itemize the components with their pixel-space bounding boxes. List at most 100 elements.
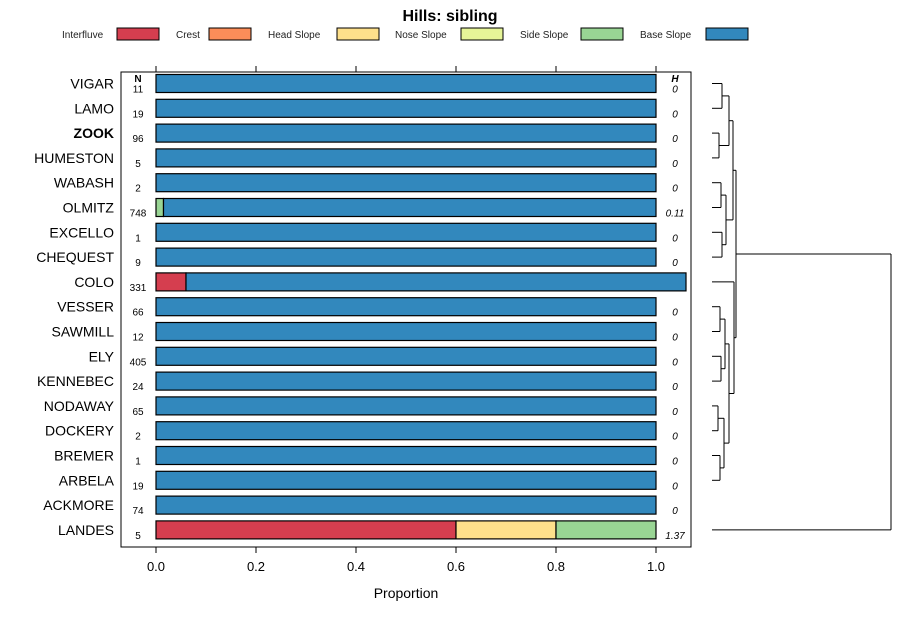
x-tick-label: 0.0: [147, 559, 165, 574]
row-wabash: WABASH 2 0: [54, 173, 678, 195]
row-arbela: ARBELA 19 0: [59, 470, 678, 492]
n-value: 66: [132, 308, 144, 319]
chart-title: Hills: sibling: [402, 8, 497, 25]
bar-segment-base-slope: [155, 98, 657, 118]
bar-segment-base-slope: [155, 247, 657, 267]
x-axis-label: Proportion: [374, 585, 439, 601]
h-value: 0: [672, 333, 678, 344]
h-value: 0: [672, 134, 678, 145]
x-tick-label: 0.4: [347, 559, 365, 574]
row-chequest: CHEQUEST 9 0: [36, 247, 678, 269]
row-nodaway: NODAWAY 65 0: [44, 396, 678, 418]
n-value: 5: [135, 531, 141, 542]
n-value: 11: [133, 85, 144, 96]
row-kennebec: KENNEBEC 24 0: [37, 371, 678, 393]
legend-swatch-side-slope: [580, 27, 624, 41]
legend-label-side-slope: Side Slope: [520, 30, 569, 41]
row-excello: EXCELLO 1 0: [49, 222, 678, 244]
n-value: 9: [135, 258, 141, 269]
category-label: OLMITZ: [63, 200, 115, 216]
n-value: 405: [130, 357, 147, 368]
category-label: DOCKERY: [45, 423, 115, 439]
category-label: LANDES: [58, 522, 114, 538]
x-tick-label: 0.6: [447, 559, 465, 574]
bar-segment-base-slope: [162, 197, 657, 218]
h-value: 0: [672, 357, 678, 368]
x-tick-label: 1.0: [647, 559, 665, 574]
category-label: ZOOK: [74, 125, 114, 141]
bar-segment-base-slope: [155, 321, 657, 342]
legend-label-crest: Crest: [176, 30, 200, 41]
bar-segment-base-slope: [155, 396, 657, 416]
n-value: 2: [135, 432, 141, 443]
h-value: 0: [672, 407, 678, 418]
legend: Interfluve Crest Head Slope Nose Slope Side …: [62, 27, 749, 41]
bar-segment-base-slope: [155, 123, 657, 143]
row-sawmill: SAWMILL 12 0: [52, 321, 678, 344]
category-label: CHEQUEST: [36, 249, 114, 265]
h-value: 0: [672, 506, 678, 517]
h-value: 0: [672, 382, 678, 393]
n-value: 96: [132, 134, 144, 145]
category-label: VESSER: [57, 299, 114, 315]
h-value: 0: [672, 308, 678, 319]
bar-segment-base-slope: [155, 148, 657, 168]
bar-segment-side-slope: [155, 197, 165, 218]
row-ely: ELY 405 0: [89, 346, 678, 368]
row-landes: LANDES 5 1.37: [58, 520, 685, 542]
legend-swatch-head-slope: [336, 27, 380, 41]
row-humeston: HUMESTON 5 0: [34, 148, 678, 170]
n-value: 1: [135, 457, 141, 468]
x-axis: 0.0 0.2 0.4 0.6 0.8 1.0: [147, 66, 665, 574]
h-value: 0: [672, 457, 678, 468]
row-dockery: DOCKERY 2 0: [45, 421, 678, 443]
n-value: 748: [130, 209, 147, 220]
row-ackmore: ACKMORE 74 0: [43, 495, 678, 517]
category-label: HUMESTON: [34, 150, 114, 166]
category-label: LAMO: [74, 100, 114, 116]
bar-segment-base-slope: [155, 470, 657, 490]
category-label: ELY: [89, 348, 115, 364]
h-value: 0: [672, 85, 678, 96]
bar-segment-base-slope: [155, 346, 657, 366]
h-value: 0: [672, 481, 678, 492]
h-value: 0: [672, 233, 678, 244]
bar-segment-head-slope: [455, 520, 557, 540]
bar-segment-base-slope: [155, 222, 657, 242]
n-column-header: N: [134, 74, 141, 85]
n-value: 2: [135, 184, 141, 195]
n-value: 24: [132, 382, 144, 393]
n-value: 19: [132, 481, 144, 492]
category-label: EXCELLO: [49, 224, 114, 240]
n-value: 65: [132, 407, 144, 418]
plot-panel: [120, 71, 692, 548]
category-label: WABASH: [54, 175, 114, 191]
category-label: BREMER: [54, 448, 114, 464]
row-olmitz: OLMITZ 748 0.11: [63, 197, 684, 220]
n-value: 1: [135, 233, 141, 244]
h-value: 0: [672, 184, 678, 195]
category-label: KENNEBEC: [37, 373, 114, 389]
category-label: COLO: [74, 274, 114, 290]
category-label: SAWMILL: [52, 324, 115, 340]
n-value: 74: [132, 506, 144, 517]
h-column-header: H: [671, 74, 679, 85]
n-value: 19: [132, 109, 144, 120]
legend-swatch-nose-slope: [460, 27, 504, 41]
row-vesser: VESSER 66 0: [57, 297, 678, 319]
category-label: ACKMORE: [43, 497, 114, 513]
legend-swatch-base-slope: [705, 27, 749, 41]
n-value: 12: [132, 333, 144, 344]
row-colo: COLO3310.33: [74, 272, 687, 294]
x-tick-label: 0.2: [247, 559, 265, 574]
legend-label-head-slope: Head Slope: [268, 30, 321, 41]
bar-segment-interfluve: [155, 520, 457, 540]
h-value: 0: [672, 432, 678, 443]
bar-segment-base-slope: [155, 495, 657, 515]
bar-segment-base-slope: [155, 421, 657, 441]
row-zook: ZOOK 96 0: [74, 123, 678, 145]
h-value: 0: [672, 109, 678, 120]
